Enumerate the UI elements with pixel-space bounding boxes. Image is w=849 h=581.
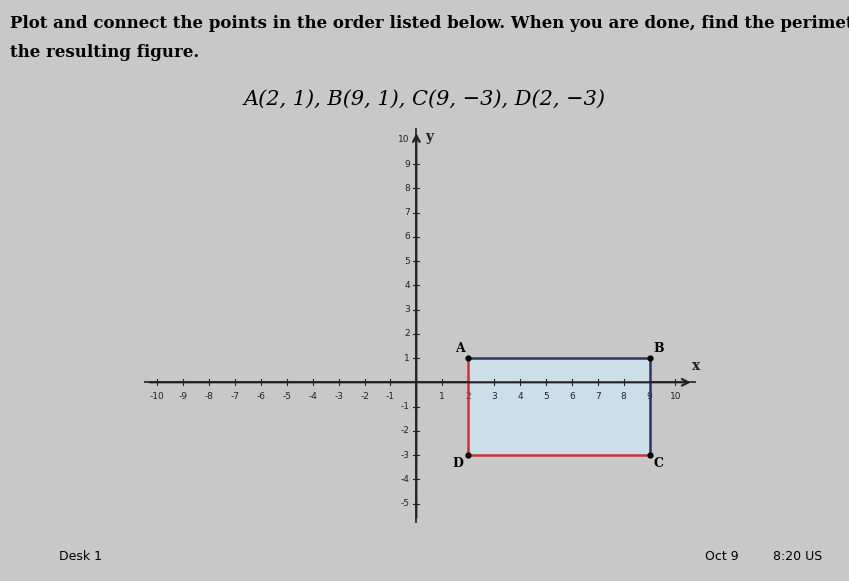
Text: 2: 2 [404, 329, 410, 338]
Text: 8: 8 [404, 184, 410, 193]
Text: -6: -6 [256, 392, 266, 401]
Text: x: x [692, 358, 700, 372]
Text: -10: -10 [150, 392, 165, 401]
Text: B: B [654, 342, 664, 355]
Text: Oct 9: Oct 9 [705, 550, 739, 563]
Text: Desk 1: Desk 1 [59, 550, 103, 563]
Text: 5: 5 [404, 257, 410, 266]
Text: 6: 6 [404, 232, 410, 241]
Text: 7: 7 [595, 392, 600, 401]
Text: the resulting figure.: the resulting figure. [10, 44, 200, 60]
Text: D: D [453, 457, 464, 470]
Text: -4: -4 [401, 475, 410, 484]
Text: 5: 5 [543, 392, 548, 401]
Text: -4: -4 [308, 392, 318, 401]
Text: 4: 4 [404, 281, 410, 290]
Text: -8: -8 [205, 392, 214, 401]
Text: -1: -1 [386, 392, 395, 401]
Text: 1: 1 [404, 354, 410, 363]
Text: -3: -3 [335, 392, 343, 401]
Text: 10: 10 [398, 135, 410, 145]
Text: -5: -5 [283, 392, 291, 401]
Text: 4: 4 [517, 392, 523, 401]
Text: 10: 10 [670, 392, 681, 401]
Text: 2: 2 [465, 392, 471, 401]
Text: 7: 7 [404, 208, 410, 217]
Polygon shape [468, 358, 649, 455]
Text: 8: 8 [621, 392, 627, 401]
Text: 3: 3 [404, 305, 410, 314]
Text: 1: 1 [440, 392, 445, 401]
Text: 6: 6 [569, 392, 575, 401]
Text: 3: 3 [492, 392, 497, 401]
Text: C: C [654, 457, 663, 470]
Text: y: y [425, 130, 434, 144]
Text: -2: -2 [360, 392, 369, 401]
Text: -9: -9 [178, 392, 188, 401]
Text: -2: -2 [401, 426, 410, 435]
Text: A: A [455, 342, 465, 355]
Text: A(2, 1), B(9, 1), C(9, −3), D(2, −3): A(2, 1), B(9, 1), C(9, −3), D(2, −3) [244, 90, 605, 109]
Text: 8:20 US: 8:20 US [773, 550, 822, 563]
Text: 9: 9 [404, 160, 410, 168]
Text: Plot and connect the points in the order listed below. When you are done, find t: Plot and connect the points in the order… [10, 15, 849, 31]
Text: -3: -3 [401, 450, 410, 460]
Text: -1: -1 [401, 402, 410, 411]
Text: 9: 9 [647, 392, 652, 401]
Text: -5: -5 [401, 499, 410, 508]
Text: -7: -7 [231, 392, 239, 401]
